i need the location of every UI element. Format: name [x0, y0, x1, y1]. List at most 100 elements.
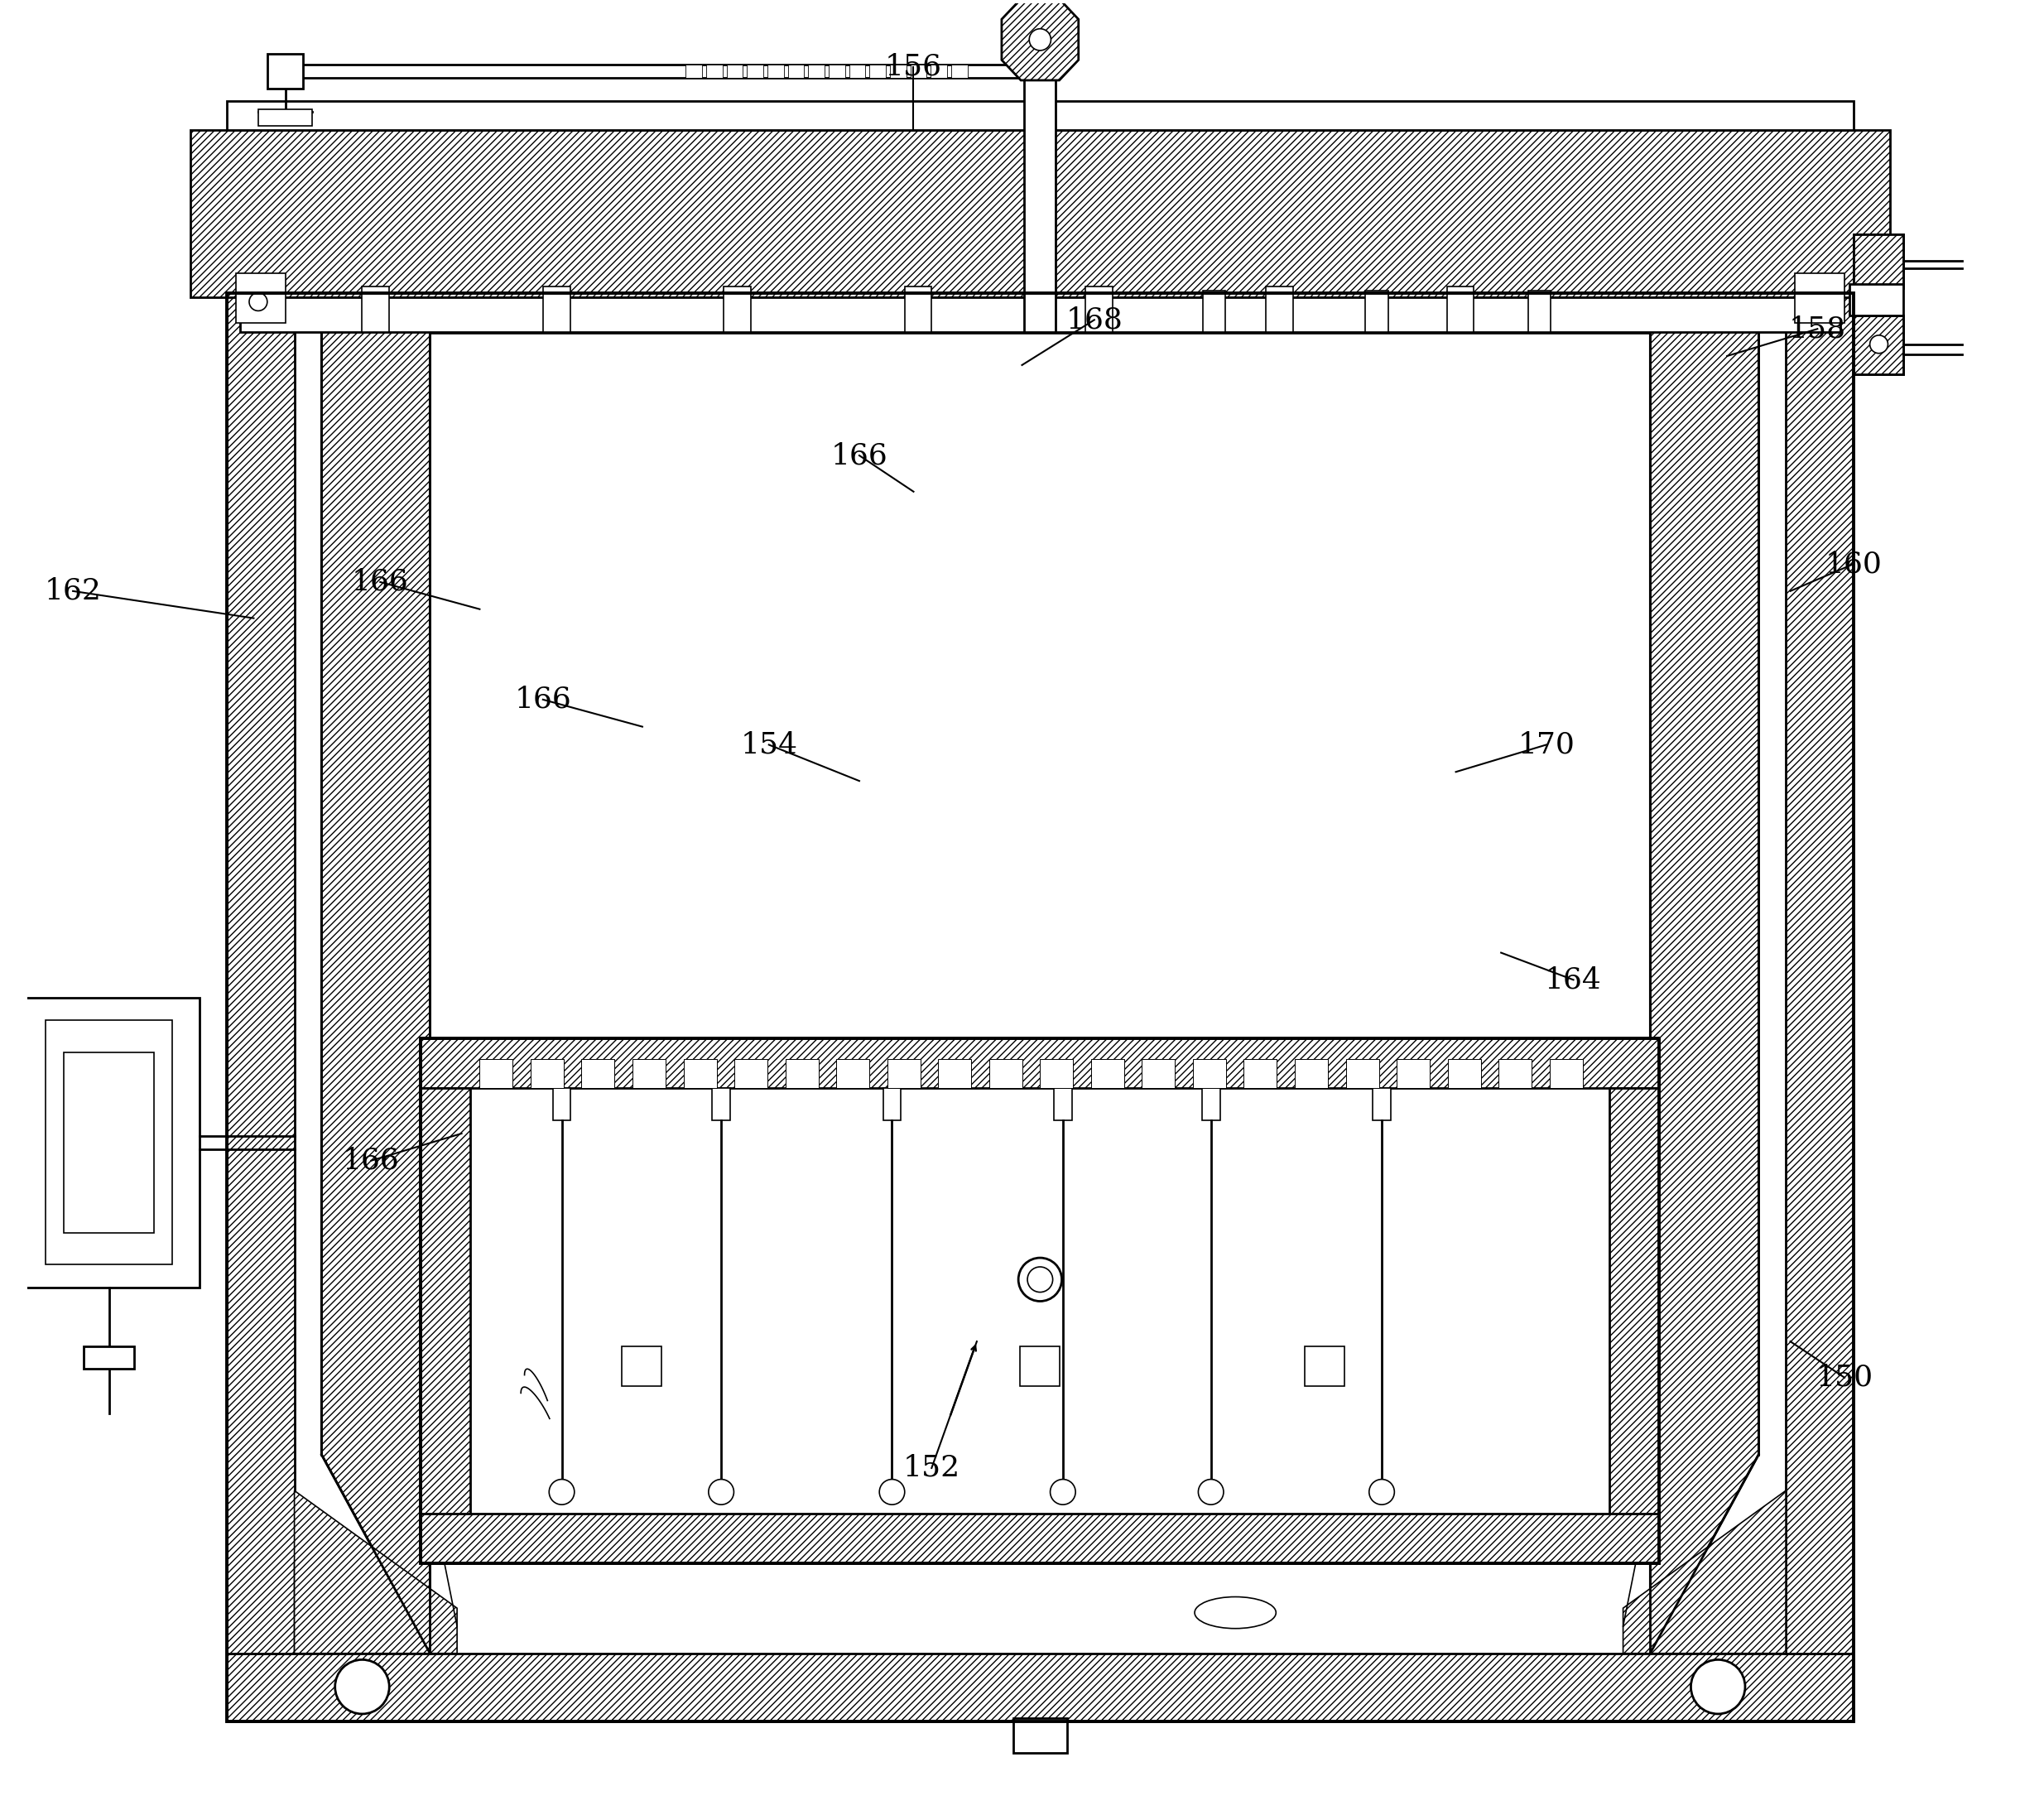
Bar	[1850, 283, 1903, 316]
Circle shape	[1870, 336, 1889, 354]
Circle shape	[1051, 1479, 1075, 1505]
Bar	[930, 65, 946, 78]
Polygon shape	[1694, 1563, 1786, 1653]
Bar	[18, 998, 200, 1287]
Polygon shape	[1854, 316, 1903, 374]
Bar	[1024, 0, 1057, 332]
Bar	[362, 287, 388, 332]
Bar	[1245, 1060, 1278, 1089]
Bar	[63, 1053, 153, 1232]
Bar	[227, 102, 1854, 131]
Bar	[726, 65, 742, 78]
Bar	[1396, 1060, 1431, 1089]
Polygon shape	[1623, 1490, 1786, 1653]
Circle shape	[1018, 1258, 1061, 1301]
Bar	[828, 65, 844, 78]
Bar	[45, 1020, 172, 1265]
Bar	[1194, 1060, 1226, 1089]
Bar	[421, 1514, 1660, 1563]
Bar	[421, 1089, 470, 1563]
Bar	[227, 292, 1854, 1721]
Bar	[889, 65, 905, 78]
Bar	[1345, 1060, 1380, 1089]
Bar	[1304, 1347, 1345, 1385]
Ellipse shape	[1194, 1597, 1275, 1628]
Bar	[583, 1060, 615, 1089]
Bar	[746, 65, 762, 78]
Bar	[766, 65, 783, 78]
Bar	[258, 109, 313, 125]
Polygon shape	[321, 319, 429, 1653]
Polygon shape	[294, 1490, 458, 1653]
Bar	[1650, 1049, 1660, 1100]
Bar	[910, 65, 926, 78]
Circle shape	[249, 292, 268, 310]
Bar	[531, 1060, 564, 1089]
Text: 166: 166	[352, 568, 409, 595]
Bar	[807, 65, 824, 78]
Text: 160: 160	[1825, 550, 1883, 577]
Bar	[621, 1347, 662, 1385]
Circle shape	[879, 1479, 905, 1505]
Text: 170: 170	[1519, 731, 1574, 759]
Bar	[938, 1060, 971, 1089]
Bar	[239, 298, 1840, 332]
Bar	[227, 292, 294, 1653]
Circle shape	[1198, 1479, 1224, 1505]
Bar	[724, 287, 750, 332]
Bar	[1609, 1089, 1660, 1563]
Bar	[1265, 287, 1294, 332]
Text: 158: 158	[1788, 314, 1846, 343]
Text: 154: 154	[740, 731, 797, 759]
Bar	[235, 272, 286, 323]
Bar	[190, 131, 1891, 298]
Bar	[883, 1089, 901, 1120]
Bar	[989, 1060, 1022, 1089]
Bar	[848, 65, 865, 78]
Bar	[1020, 1347, 1061, 1385]
Bar	[869, 65, 885, 78]
Polygon shape	[1650, 319, 1758, 1653]
Bar	[1202, 290, 1224, 332]
Bar	[1091, 1060, 1124, 1089]
Bar	[544, 287, 570, 332]
Bar	[268, 54, 303, 89]
Bar	[711, 1089, 730, 1120]
Text: 152: 152	[903, 1454, 961, 1483]
Bar	[785, 1060, 818, 1089]
Text: 166: 166	[515, 686, 572, 713]
Bar	[836, 1060, 869, 1089]
Bar	[950, 65, 967, 78]
Text: 166: 166	[343, 1147, 401, 1174]
Bar	[1014, 1719, 1067, 1753]
Polygon shape	[1002, 0, 1079, 80]
Bar	[905, 287, 932, 332]
Bar	[1040, 1060, 1073, 1089]
Bar	[421, 1049, 429, 1100]
Circle shape	[335, 1659, 388, 1713]
Text: 162: 162	[45, 577, 102, 604]
Bar	[1143, 1060, 1175, 1089]
Circle shape	[1028, 1267, 1053, 1292]
Bar	[683, 1060, 717, 1089]
Circle shape	[1690, 1659, 1746, 1713]
Bar	[1085, 287, 1112, 332]
Bar	[1854, 316, 1903, 374]
Bar	[1447, 1060, 1480, 1089]
Text: 166: 166	[830, 441, 887, 470]
Polygon shape	[294, 1608, 339, 1653]
Bar	[1529, 290, 1551, 332]
Bar	[705, 65, 722, 78]
Bar	[84, 1347, 135, 1369]
Bar	[421, 1038, 1660, 1089]
Polygon shape	[294, 1563, 384, 1653]
Bar	[421, 1049, 429, 1100]
Bar	[1786, 292, 1854, 1653]
Bar	[887, 1060, 920, 1089]
Bar	[1202, 1089, 1220, 1120]
Polygon shape	[1741, 1608, 1786, 1653]
Bar	[552, 1089, 570, 1120]
Bar	[787, 65, 803, 78]
Bar	[734, 1060, 766, 1089]
Text: 168: 168	[1065, 305, 1122, 334]
